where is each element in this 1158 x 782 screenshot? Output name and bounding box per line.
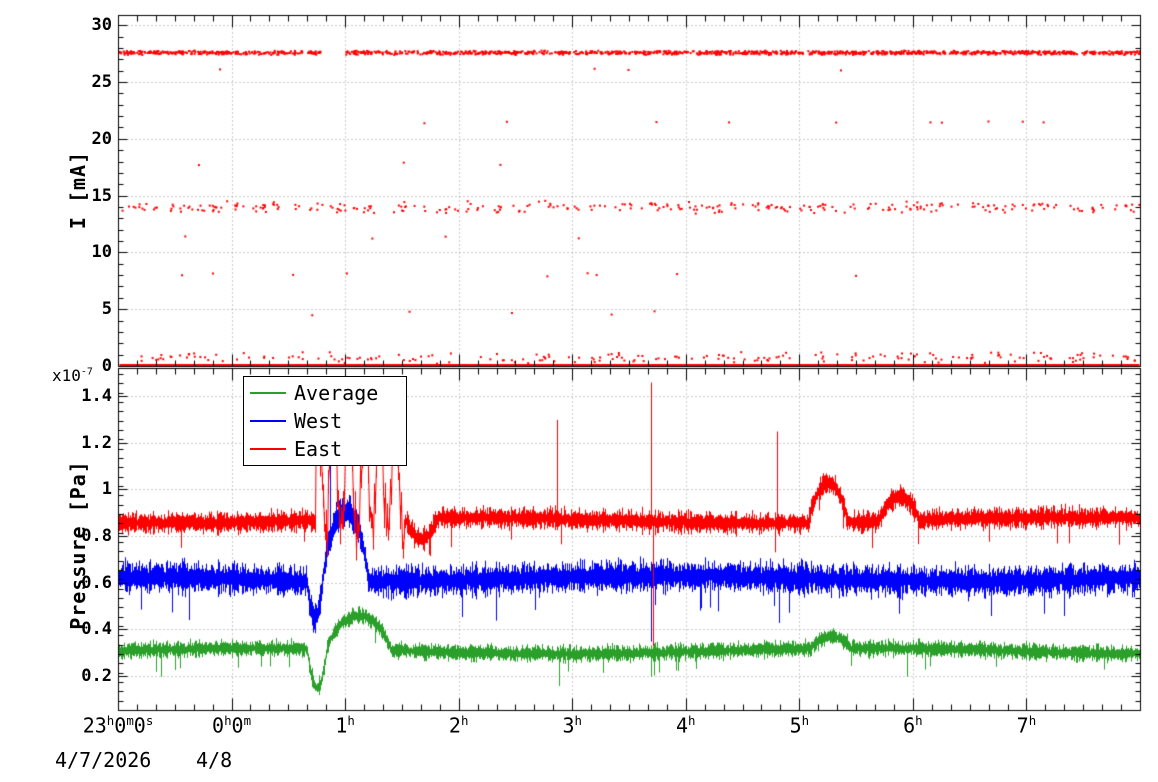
chart-canvas xyxy=(0,0,1158,782)
